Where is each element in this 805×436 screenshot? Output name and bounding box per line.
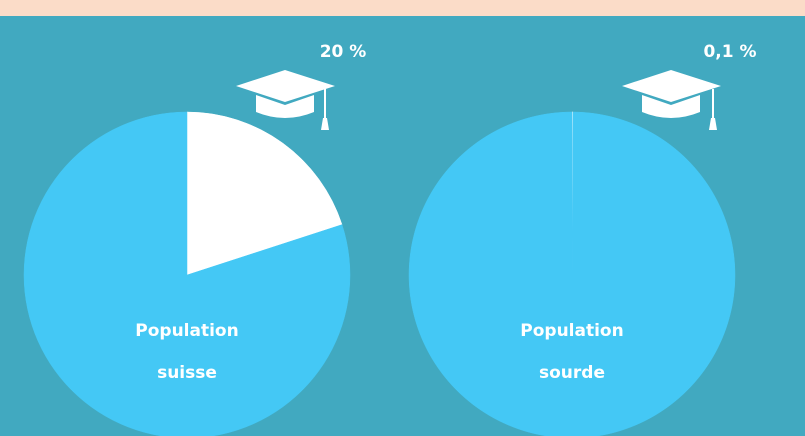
pie-slice xyxy=(408,111,736,436)
graduation-cap xyxy=(236,70,335,130)
pie-slice xyxy=(186,111,343,276)
value-label: 0,1 % xyxy=(703,42,756,62)
top-band xyxy=(0,0,805,16)
graduation-cap xyxy=(622,70,721,130)
pie-title: Population sourde xyxy=(520,321,624,383)
value-label: 20 % xyxy=(320,42,367,62)
pie-slice xyxy=(23,111,351,436)
pie-title: Population suisse xyxy=(135,321,239,383)
